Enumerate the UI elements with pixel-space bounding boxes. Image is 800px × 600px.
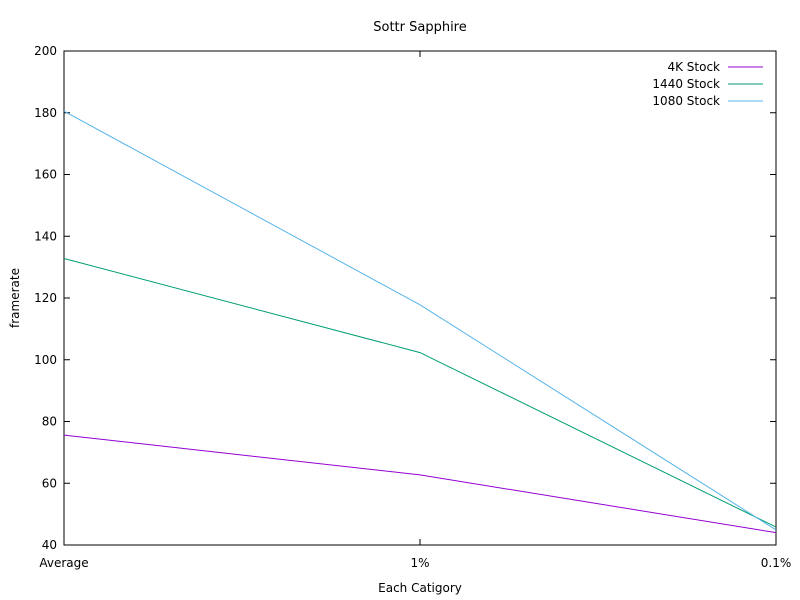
y-tick-label: 40 [42, 538, 57, 552]
legend-label: 4K Stock [667, 60, 720, 74]
y-tick-label: 160 [34, 168, 57, 182]
y-axis: 40 60 80 100 120 140 160 180 200 [34, 44, 776, 552]
legend-label: 1440 Stock [652, 77, 720, 91]
x-tick-label: Average [39, 556, 88, 570]
x-tick-label: 0.1% [761, 556, 792, 570]
series-line-0 [63, 434, 777, 534]
x-axis: Average 1% 0.1% [39, 51, 791, 570]
y-tick-label: 60 [42, 476, 57, 490]
legend-label: 1080 Stock [652, 94, 720, 108]
y-tick-label: 180 [34, 106, 57, 120]
series-line-2 [63, 110, 777, 531]
legend: 4K Stock 1440 Stock 1080 Stock [652, 60, 763, 108]
series-lines [63, 110, 777, 534]
chart-title: Sottr Sapphire [373, 20, 467, 35]
plot-frame [63, 50, 777, 546]
x-tick-label: 1% [410, 556, 429, 570]
y-tick-label: 100 [34, 353, 57, 367]
x-axis-label: Each Catigory [378, 581, 462, 595]
y-tick-label: 200 [34, 44, 57, 58]
y-tick-label: 80 [42, 415, 57, 429]
y-tick-label: 140 [34, 229, 57, 243]
y-axis-label: framerate [8, 268, 22, 328]
y-tick-label: 120 [34, 291, 57, 305]
series-line-1 [63, 258, 777, 528]
